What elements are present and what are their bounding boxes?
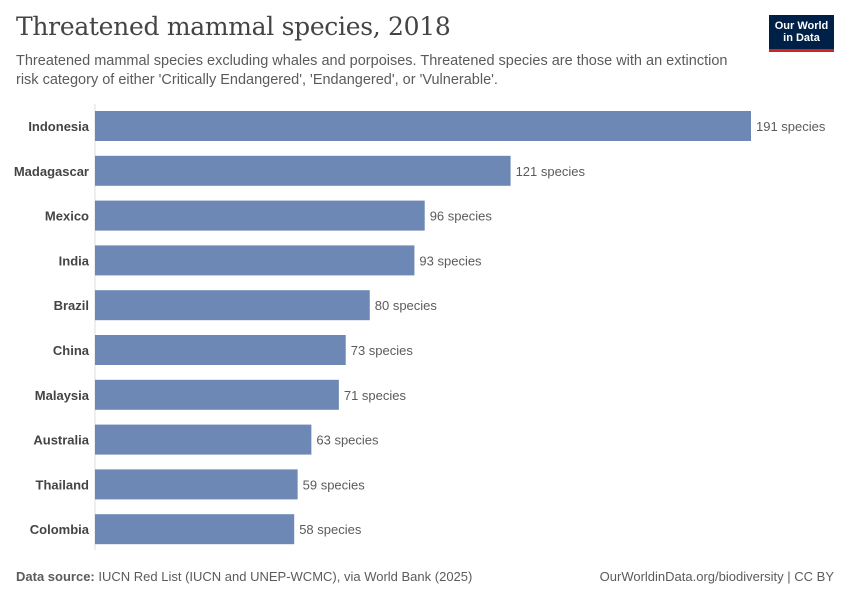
- category-label: Malaysia: [35, 388, 90, 403]
- value-label: 73 species: [351, 343, 414, 358]
- bar-chart: Indonesia 191 species Madagascar 121 specie…: [14, 104, 826, 550]
- value-label: 58 species: [299, 522, 362, 537]
- bar-india[interactable]: [95, 245, 415, 276]
- category-label: Madagascar: [14, 164, 89, 179]
- footer-link[interactable]: OurWorldinData.org/biodiversity | CC BY: [599, 569, 834, 584]
- category-label: Mexico: [45, 209, 89, 224]
- value-label: 191 species: [756, 119, 826, 134]
- category-label: Indonesia: [28, 119, 89, 134]
- category-label: India: [59, 253, 90, 268]
- bar-australia[interactable]: [95, 424, 312, 455]
- value-label: 121 species: [516, 164, 586, 179]
- value-label: 59 species: [303, 477, 366, 492]
- bar-colombia[interactable]: [95, 514, 295, 545]
- value-label: 80 species: [375, 298, 438, 313]
- value-label: 63 species: [316, 433, 379, 448]
- category-label: Brazil: [54, 298, 89, 313]
- value-label: 93 species: [419, 253, 482, 268]
- data-source-label: Data source:: [16, 569, 95, 584]
- category-label: Colombia: [30, 522, 90, 537]
- bar-indonesia[interactable]: [95, 111, 751, 141]
- bar-madagascar[interactable]: [95, 155, 511, 186]
- owid-logo[interactable]: Our World in Data: [769, 15, 834, 52]
- category-label: China: [53, 343, 90, 358]
- category-label: Thailand: [36, 477, 90, 492]
- bar-malaysia[interactable]: [95, 379, 339, 410]
- data-source: Data source: IUCN Red List (IUCN and UNE…: [16, 569, 472, 584]
- bar-brazil[interactable]: [95, 290, 370, 321]
- bar-mexico[interactable]: [95, 200, 425, 231]
- bar-thailand[interactable]: [95, 469, 298, 500]
- bar-china[interactable]: [95, 335, 346, 365]
- value-label: 71 species: [344, 388, 407, 403]
- chart-title: Threatened mammal species, 2018: [16, 12, 451, 41]
- logo-line-1: Our World: [774, 20, 829, 32]
- category-label: Australia: [33, 433, 89, 448]
- value-label: 96 species: [430, 209, 493, 224]
- data-source-text[interactable]: IUCN Red List (IUCN and UNEP-WCMC), via …: [98, 569, 473, 584]
- logo-line-2: in Data: [783, 32, 820, 44]
- chart-subtitle: Threatened mammal species excluding whal…: [16, 53, 728, 88]
